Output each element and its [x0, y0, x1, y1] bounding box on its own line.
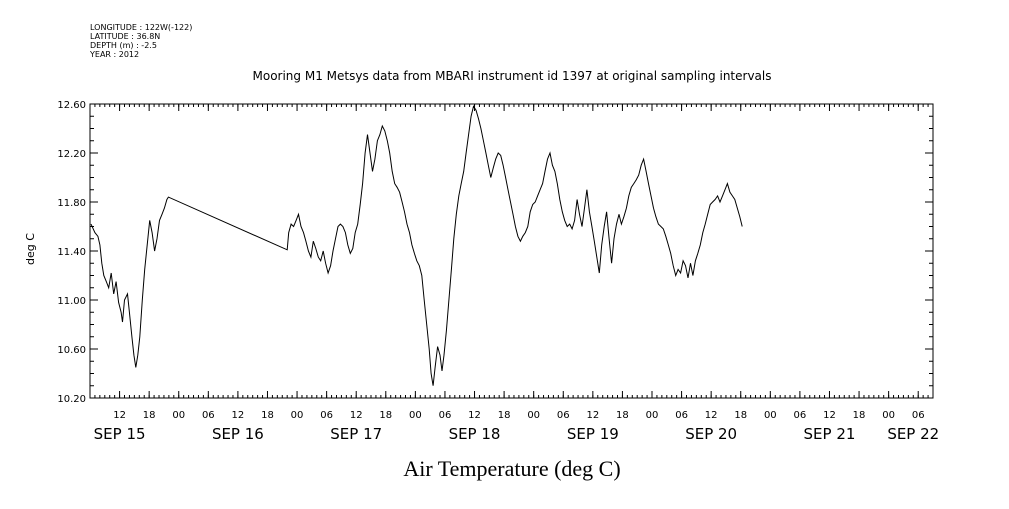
- x-hour-label: 12: [113, 410, 126, 421]
- x-day-label: SEP 18: [449, 425, 501, 443]
- x-hour-label: 12: [232, 410, 245, 421]
- x-hour-label: 12: [468, 410, 481, 421]
- x-axis-label: Air Temperature (deg C): [403, 456, 620, 481]
- y-tick-label: 10.20: [57, 394, 86, 405]
- x-day-label: SEP 22: [887, 425, 939, 443]
- y-tick-label: 11.40: [57, 247, 86, 258]
- plot-frame: [89, 103, 934, 399]
- x-hour-label: 06: [675, 410, 688, 421]
- x-hour-label: 18: [734, 410, 747, 421]
- x-hour-label: 12: [586, 410, 599, 421]
- y-axis: 10.20 10.60 11.00 11.40 11.80 12.20 12.60: [57, 100, 933, 405]
- x-hour-label: 06: [912, 410, 925, 421]
- x-day-label: SEP 16: [212, 425, 264, 443]
- x-day-label: SEP 21: [804, 425, 856, 443]
- x-hour-label: 06: [794, 410, 807, 421]
- x-hour-label: 18: [261, 410, 274, 421]
- meta-depth: DEPTH (m) : -2.5: [90, 41, 157, 50]
- x-hour-label: 00: [527, 410, 540, 421]
- meta-year: YEAR : 2012: [89, 50, 139, 59]
- x-day-label: SEP 19: [567, 425, 619, 443]
- x-hour-label: 06: [202, 410, 215, 421]
- x-hour-label: 18: [379, 410, 392, 421]
- x-hour-label: 12: [705, 410, 718, 421]
- x-hour-label: 18: [616, 410, 629, 421]
- x-hour-label: 06: [557, 410, 570, 421]
- x-hour-label: 00: [764, 410, 777, 421]
- x-axis: 12 18 00 06 12 18 00 06 12 18 00 06 12 18 00 06 12 18 00 06…: [89, 104, 939, 443]
- y-tick-label: 12.20: [57, 149, 86, 160]
- y-tick-label: 12.60: [57, 100, 86, 111]
- x-hour-label: 00: [291, 410, 304, 421]
- y-tick-label: 11.00: [57, 296, 86, 307]
- meta-latitude: LATITUDE : 36.8N: [90, 32, 160, 41]
- meta-longitude: LONGITUDE : 122W(-122): [90, 23, 192, 32]
- x-day-label: SEP 20: [685, 425, 737, 443]
- x-hour-label: 12: [350, 410, 363, 421]
- x-hour-label: 12: [823, 410, 836, 421]
- y-tick-label: 11.80: [57, 198, 86, 209]
- x-hour-label: 06: [439, 410, 452, 421]
- chart-title: Mooring M1 Metsys data from MBARI instru…: [253, 69, 772, 83]
- x-day-label: SEP 17: [330, 425, 382, 443]
- x-hour-label: 00: [172, 410, 185, 421]
- y-tick-label: 10.60: [57, 345, 86, 356]
- x-hour-label: 18: [498, 410, 511, 421]
- x-hour-label: 00: [646, 410, 659, 421]
- x-hour-label: 00: [409, 410, 422, 421]
- x-hour-label: 18: [853, 410, 866, 421]
- series-line: [90, 105, 743, 386]
- x-day-label: SEP 15: [94, 425, 146, 443]
- x-hour-label: 00: [882, 410, 895, 421]
- y-axis-label: deg C: [24, 233, 37, 265]
- x-hour-label: 06: [320, 410, 333, 421]
- x-hour-label: 18: [143, 410, 156, 421]
